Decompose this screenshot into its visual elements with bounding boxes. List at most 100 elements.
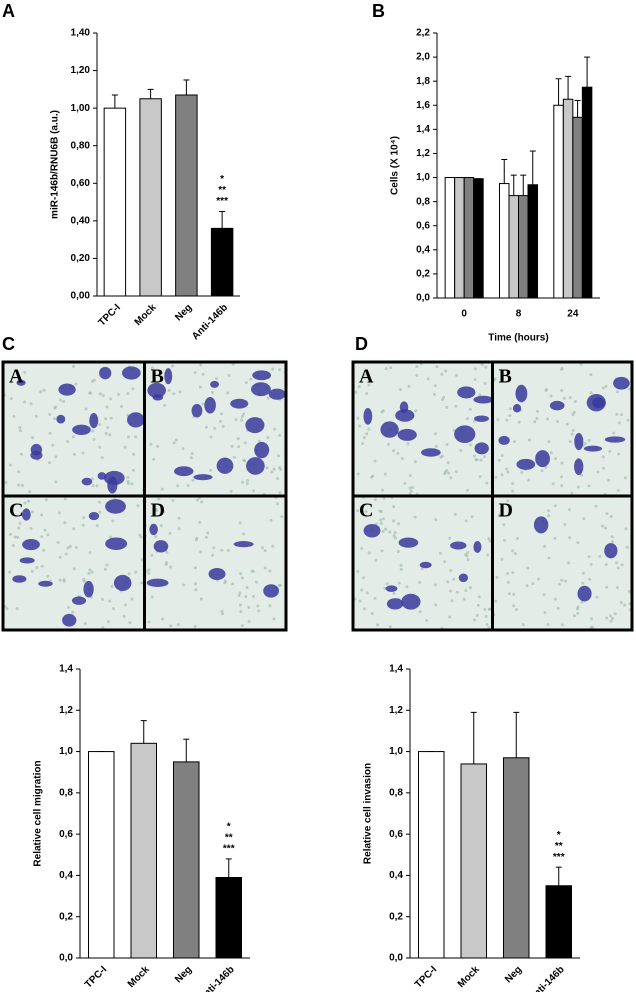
pore [92,378,96,382]
y-axis-label: Relative cell migration [33,760,44,866]
y-tick-label: 0,8 [59,787,73,798]
pore [572,614,576,618]
pore [91,484,95,488]
y-tick-label: 1,0 [59,746,73,757]
bar [173,761,200,959]
pore [373,596,377,600]
cell [107,476,118,494]
pore [56,541,60,545]
cell [62,613,77,627]
pore [126,475,130,479]
pore [247,605,251,609]
quadrant-label: B [151,366,164,388]
pore [443,560,447,564]
pore [560,461,564,465]
bar [503,757,530,959]
pore [98,445,102,449]
pore [611,616,615,620]
pore [433,583,437,587]
pore [12,415,16,419]
pore [549,394,553,398]
y-tick-label: 0,2 [389,911,403,922]
pore [483,607,487,611]
pore [487,607,491,611]
significance: * [220,174,224,185]
pore [506,470,510,474]
pore [583,442,587,446]
pore [542,593,546,597]
pore [31,436,35,440]
pore [106,620,110,624]
pore [220,612,224,616]
significance: ** [225,833,233,844]
pore [72,452,76,456]
pore [88,551,92,555]
pore [560,578,564,582]
pore [119,405,123,409]
pore [479,458,483,462]
pore [547,509,551,513]
pore [472,454,476,458]
pore [229,489,233,493]
pore [624,527,628,531]
pore [570,432,574,436]
pore [150,553,154,557]
pore [356,570,360,574]
pore [601,466,605,470]
pore [213,426,217,430]
pore [464,519,468,523]
pore [169,624,173,628]
pore [234,418,238,422]
pore [408,486,412,490]
pore [553,504,557,508]
pore [63,497,67,501]
pore [251,569,255,573]
pore [90,570,94,574]
pore [464,553,468,557]
pore [8,570,12,574]
pore [111,519,115,523]
cell [363,407,373,425]
pore [374,558,378,562]
pore [358,424,362,428]
cell [498,435,510,445]
pore [109,416,113,420]
pore [223,579,227,583]
bar [454,177,465,299]
y-tick-label: 0,6 [389,829,403,840]
pore [506,580,510,584]
pore [163,403,167,407]
y-tick-label: 0,6 [416,220,430,231]
pore [615,390,619,394]
pore [30,569,34,573]
pore [48,431,52,435]
pore [446,461,450,465]
significance: *** [553,852,565,863]
pore [266,435,270,439]
pore [381,517,385,521]
y-tick-label: 1,40 [71,28,91,39]
pore [232,455,236,459]
pore [126,482,130,486]
pore [176,484,180,488]
cell [204,396,216,414]
pore [122,614,126,618]
pore [604,526,608,530]
pore [477,595,481,599]
pore [394,536,398,540]
x-tick-label: 8 [516,309,522,320]
pore [177,527,181,531]
x-tick-label: Neg [503,964,524,985]
pore [140,558,144,562]
pore [380,549,384,553]
pore [376,623,380,627]
pore [39,390,43,394]
y-tick-label: 0,4 [416,244,430,255]
pore [209,435,213,439]
bar [473,178,484,299]
cell [56,414,66,424]
pore [608,449,612,453]
pore [123,603,127,607]
pore [44,498,48,502]
x-tick-label: Neg [173,964,194,985]
